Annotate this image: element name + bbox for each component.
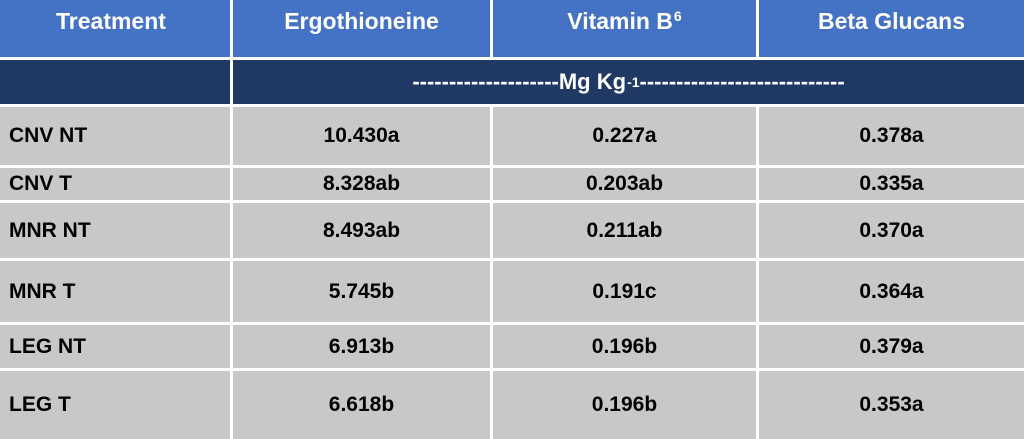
beta-glucans-value: 0.379a <box>859 334 924 358</box>
cell-ergothioneine: 5.745b <box>233 261 490 322</box>
header-vitamin-b6-label: Vitamin B <box>567 8 673 34</box>
cell-beta-glucans: 0.364a <box>759 261 1024 322</box>
beta-glucans-value: 0.335a <box>859 172 924 195</box>
ergothioneine-value: 6.913b <box>328 334 395 358</box>
ergothioneine-value: 6.618b <box>328 393 395 416</box>
header-beta-glucans: Beta Glucans <box>759 0 1024 57</box>
cell-vitamin-b6: 0.191c <box>493 261 756 322</box>
cell-vitamin-b6: 0.196b <box>493 371 756 439</box>
treatment-value: MNR T <box>9 279 76 303</box>
vitamin-b6-value: 0.191c <box>592 279 657 303</box>
header-treatment-label: Treatment <box>56 8 166 34</box>
header-ergothioneine-label: Ergothioneine <box>284 8 439 34</box>
cell-ergothioneine: 8.493ab <box>233 203 490 258</box>
ergothioneine-value: 5.745b <box>328 279 395 303</box>
ergothioneine-value: 8.328ab <box>322 172 401 195</box>
cell-vitamin-b6: 0.211ab <box>493 203 756 258</box>
ergothioneine-value: 10.430a <box>323 124 400 147</box>
cell-treatment: MNR NT <box>0 203 230 258</box>
cell-beta-glucans: 0.370a <box>759 203 1024 258</box>
cell-treatment: CNV T <box>0 168 230 200</box>
cell-beta-glucans: 0.335a <box>759 168 1024 200</box>
treatment-value: MNR NT <box>9 218 91 242</box>
cell-treatment: LEG T <box>0 371 230 439</box>
unit-right-dashes: ---------------------------- <box>639 69 845 94</box>
cell-ergothioneine: 6.913b <box>233 325 490 368</box>
cell-treatment: MNR T <box>0 261 230 322</box>
unit-row: -------------------- Mg Kg -1 -------------… <box>233 60 1024 104</box>
cell-ergothioneine: 10.430a <box>233 107 490 165</box>
treatment-value: LEG NT <box>9 334 86 358</box>
cell-beta-glucans: 0.379a <box>759 325 1024 368</box>
vitamin-b6-value: 0.196b <box>591 334 658 358</box>
cell-vitamin-b6: 0.196b <box>493 325 756 368</box>
cell-vitamin-b6: 0.203ab <box>493 168 756 200</box>
vitamin-b6-value: 0.196b <box>591 393 658 416</box>
cell-treatment: CNV NT <box>0 107 230 165</box>
header-beta-glucans-label: Beta Glucans <box>818 8 965 34</box>
cell-ergothioneine: 8.328ab <box>233 168 490 200</box>
beta-glucans-value: 0.370a <box>859 218 924 242</box>
cell-vitamin-b6: 0.227a <box>493 107 756 165</box>
cell-treatment: LEG NT <box>0 325 230 368</box>
cell-ergothioneine: 6.618b <box>233 371 490 439</box>
header-vitamin-b6-subscript: 6 <box>673 8 682 24</box>
vitamin-b6-value: 0.227a <box>592 124 657 147</box>
beta-glucans-value: 0.364a <box>859 279 924 303</box>
treatment-value: CNV T <box>9 172 72 195</box>
ergothioneine-value: 8.493ab <box>322 218 401 242</box>
header-ergothioneine: Ergothioneine <box>233 0 490 57</box>
beta-glucans-value: 0.353a <box>859 393 924 416</box>
unit-superscript: -1 <box>627 74 640 90</box>
vitamin-b6-value: 0.211ab <box>586 218 663 242</box>
unit-left-dashes: -------------------- <box>412 69 559 94</box>
cell-beta-glucans: 0.353a <box>759 371 1024 439</box>
treatment-value: LEG T <box>9 393 71 416</box>
header-treatment: Treatment <box>0 0 230 57</box>
beta-glucans-value: 0.378a <box>859 124 924 147</box>
unit-row-blank <box>0 60 230 104</box>
treatment-value: CNV NT <box>9 124 88 147</box>
cell-beta-glucans: 0.378a <box>759 107 1024 165</box>
vitamin-b6-value: 0.203ab <box>585 172 664 195</box>
unit-label: Mg Kg <box>558 69 627 94</box>
